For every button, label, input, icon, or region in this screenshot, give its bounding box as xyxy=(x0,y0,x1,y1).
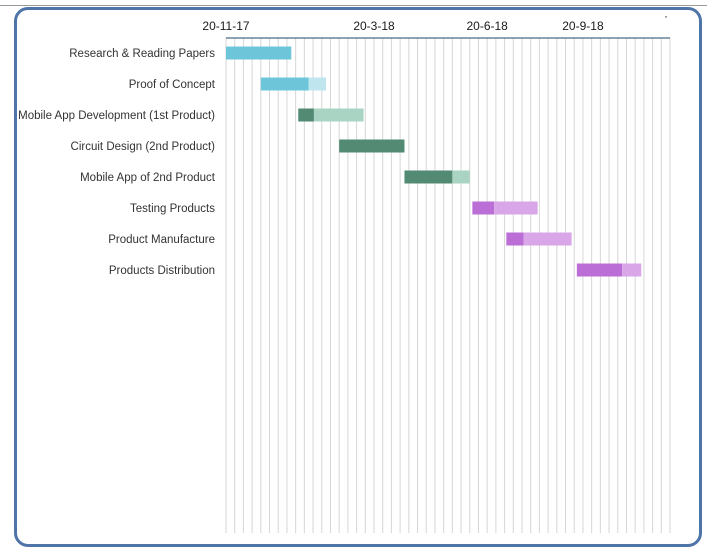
task-label: Products Distribution xyxy=(109,265,215,277)
x-tick-label: 20-6-18 xyxy=(466,19,508,33)
task-bar-done xyxy=(260,77,309,91)
axis-end-marker: · xyxy=(664,9,668,23)
task-bar-remaining xyxy=(494,201,538,215)
top-border-line xyxy=(0,5,707,6)
task-bar-remaining xyxy=(313,108,364,122)
task-bar-remaining xyxy=(622,263,642,277)
task-bar-remaining xyxy=(523,232,572,246)
task-label: Mobile App Development (1st Product) xyxy=(18,110,215,122)
chart-frame xyxy=(14,7,702,547)
task-bar-done xyxy=(298,108,314,122)
task-bar-remaining xyxy=(452,170,470,184)
task-bar-done xyxy=(404,170,453,184)
x-tick-label: 20-9-18 xyxy=(562,19,604,33)
task-bar-remaining xyxy=(308,77,327,91)
task-label: Product Manufacture xyxy=(108,234,215,246)
task-bars xyxy=(226,46,642,277)
x-axis-ticks: 20-11-17 20-3-18 20-6-18 20-9-18 · xyxy=(202,9,668,33)
task-bar-done xyxy=(576,263,623,277)
task-bar-done xyxy=(226,46,292,60)
task-label: Proof of Concept xyxy=(129,79,216,91)
x-tick-label: 20-11-17 xyxy=(202,19,249,33)
week-gridlines xyxy=(225,38,671,533)
task-bar-done xyxy=(339,139,405,153)
task-bar-done xyxy=(472,201,495,215)
task-label: Testing Products xyxy=(130,203,215,215)
task-bar-done xyxy=(506,232,524,246)
task-labels: Research & Reading Papers Proof of Concep… xyxy=(18,48,216,277)
x-tick-label: 20-3-18 xyxy=(353,19,395,33)
task-label: Research & Reading Papers xyxy=(69,48,215,60)
task-label: Circuit Design (2nd Product) xyxy=(71,141,216,153)
task-label: Mobile App of 2nd Product xyxy=(80,172,216,184)
